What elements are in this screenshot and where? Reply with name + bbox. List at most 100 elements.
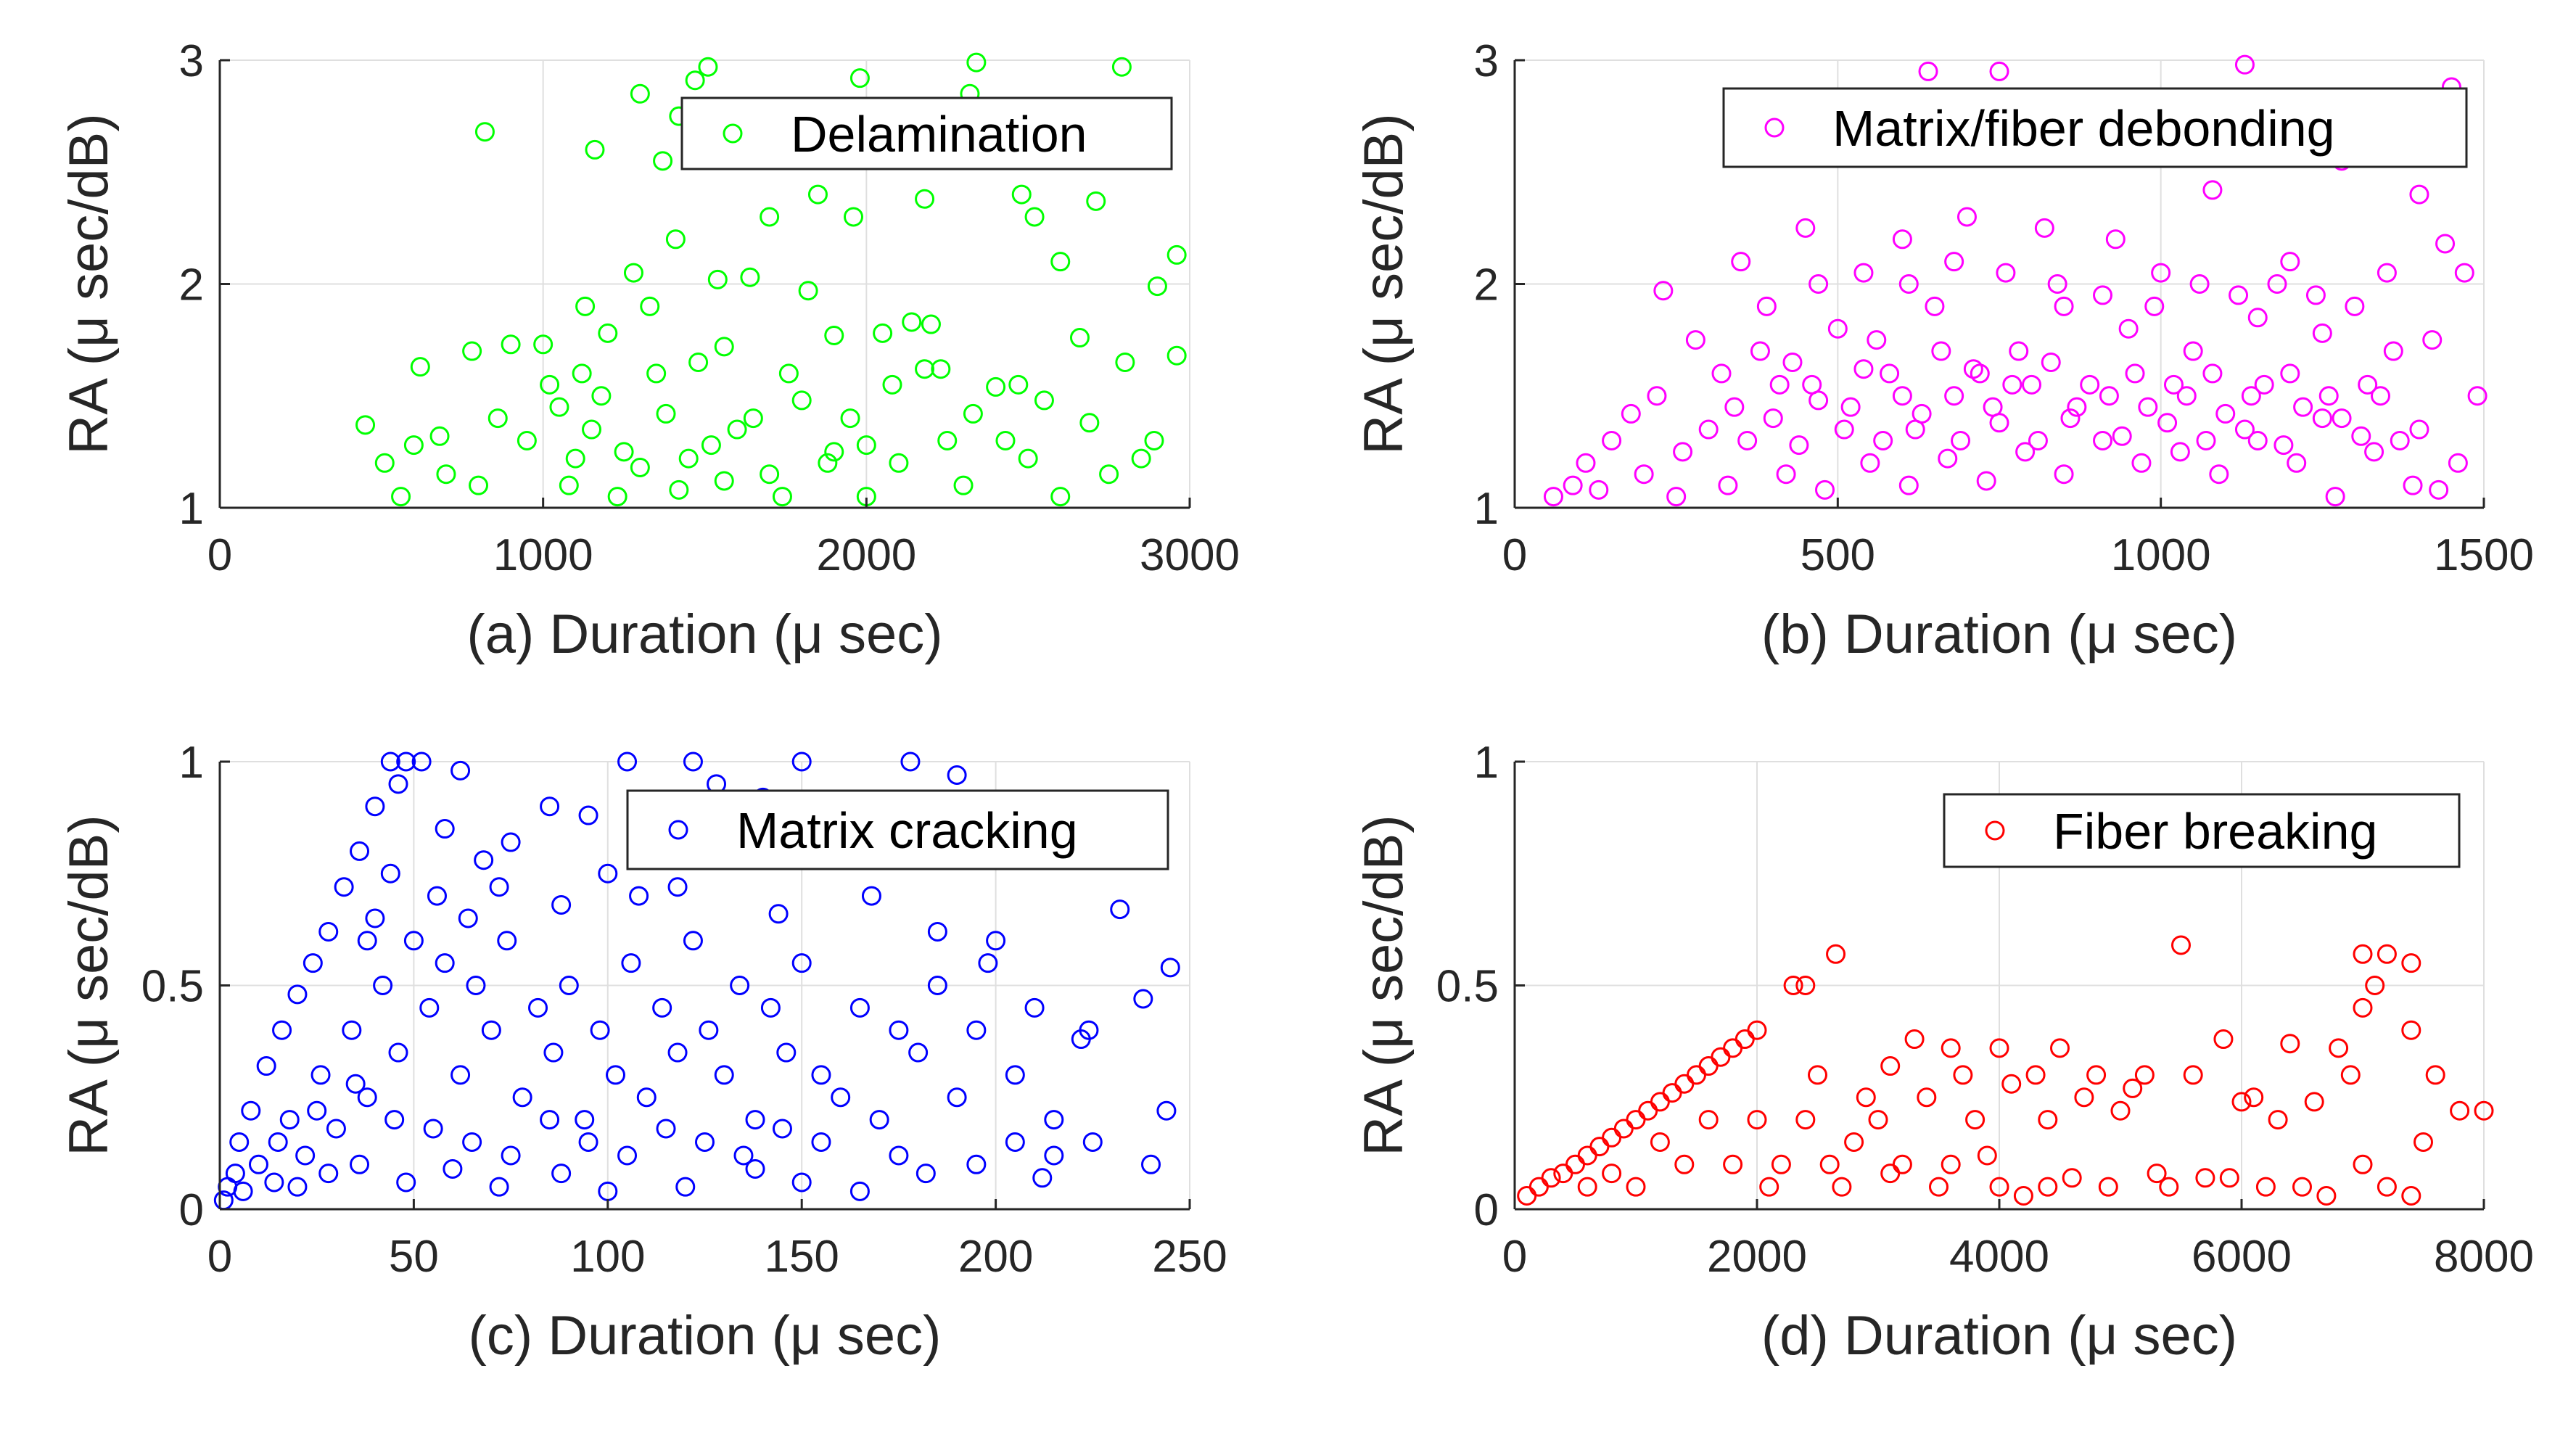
data-point: [2086, 1065, 2107, 1085]
data-point: [1110, 899, 1130, 920]
data-point: [2170, 442, 2190, 462]
legend-box: [1722, 87, 2468, 168]
data-point: [861, 886, 881, 906]
data-point: [1160, 958, 1180, 978]
data-point: [1918, 61, 1938, 81]
series-fiber-breaking: [1517, 935, 2494, 1206]
data-point: [268, 1132, 288, 1152]
data-point: [559, 475, 579, 495]
data-point: [1653, 281, 1674, 301]
data-point: [772, 1119, 792, 1139]
data-point: [575, 296, 596, 316]
data-point: [396, 751, 416, 772]
data-point: [730, 976, 750, 995]
data-point: [2292, 1177, 2312, 1197]
data-point: [1050, 487, 1071, 507]
data-point: [1166, 345, 1187, 366]
data-point: [2422, 330, 2443, 350]
data-point: [931, 359, 951, 379]
y-tick-label: 0: [179, 1185, 204, 1235]
data-point: [1898, 475, 1919, 495]
data-point: [2293, 397, 2313, 417]
data-point: [1008, 374, 1029, 395]
data-point: [617, 1145, 638, 1166]
data-point: [1917, 1087, 1937, 1108]
data-point: [1941, 1154, 1961, 1174]
x-tick-label: 0: [1502, 1232, 1527, 1282]
y-tick-label: 0.5: [141, 962, 204, 1012]
data-point: [1698, 419, 1719, 440]
data-point: [1685, 330, 1705, 350]
legend-label: Matrix/fiber debonding: [1832, 100, 2335, 157]
data-point: [1131, 448, 1151, 469]
legend: Delamination: [680, 96, 1173, 170]
data-point: [966, 1020, 987, 1040]
data-point: [225, 1164, 245, 1184]
data-point: [2054, 296, 2074, 316]
data-point: [403, 435, 424, 456]
data-point: [443, 1158, 463, 1179]
data-point: [2041, 352, 2061, 372]
data-point: [2403, 475, 2423, 495]
data-point: [2171, 935, 2191, 955]
data-point: [617, 751, 638, 772]
data-point: [669, 479, 689, 500]
legend-label: Delamination: [791, 106, 1087, 162]
data-point: [640, 296, 660, 316]
panel-c: 0 50 100 150 200 250 0 0.5 1 (c) Duration (μ sec)…: [58, 738, 1227, 1367]
data-point: [1602, 1164, 1622, 1184]
x-tick-label: 1500: [2434, 530, 2534, 580]
data-point: [334, 877, 354, 897]
data-point: [2157, 413, 2178, 433]
data-point: [685, 70, 705, 91]
data-point: [1868, 1110, 1888, 1130]
data-point: [474, 850, 494, 870]
data-point: [2013, 1185, 2033, 1206]
data-point: [2231, 1092, 2252, 1112]
data-point: [873, 323, 893, 343]
data-point: [469, 475, 489, 495]
data-point: [2112, 426, 2132, 446]
data-point: [388, 1042, 408, 1063]
data-point: [229, 1132, 250, 1152]
data-point: [1024, 997, 1045, 1018]
data-point: [1826, 944, 1846, 964]
data-point: [776, 1042, 797, 1063]
data-point: [1079, 413, 1100, 433]
data-point: [856, 435, 876, 456]
data-point: [2450, 1100, 2470, 1121]
data-point: [733, 1145, 754, 1166]
data-point: [2340, 1065, 2361, 1085]
data-point: [1541, 1168, 1561, 1188]
data-point: [380, 751, 400, 772]
data-point: [2316, 1185, 2337, 1206]
data-point: [2034, 218, 2054, 238]
x-tick-label: 50: [389, 1232, 439, 1282]
data-point: [745, 1110, 765, 1130]
data-point: [501, 1145, 521, 1166]
data-point: [450, 760, 471, 781]
data-point: [900, 751, 921, 772]
data-point: [2383, 341, 2403, 361]
data-point: [656, 403, 676, 424]
data-point: [565, 448, 585, 469]
data-point: [2195, 1168, 2215, 1188]
data-point: [2118, 318, 2139, 339]
data-point: [2280, 252, 2300, 272]
y-tick-label: 1: [179, 484, 204, 534]
data-point: [540, 374, 560, 395]
data-point: [1834, 419, 1854, 440]
x-axis-label: (d) Duration (μ sec): [1761, 1305, 2237, 1367]
data-point: [2183, 1065, 2203, 1085]
data-point: [549, 397, 569, 417]
data-point: [2370, 386, 2390, 406]
data-point: [427, 886, 447, 906]
data-point: [1892, 386, 1912, 406]
data-point: [2234, 419, 2255, 440]
data-point: [2151, 263, 2171, 283]
data-point: [1082, 1132, 1103, 1152]
data-point: [743, 408, 763, 429]
data-point: [489, 877, 509, 897]
data-point: [667, 877, 688, 897]
data-point: [2377, 1177, 2397, 1197]
